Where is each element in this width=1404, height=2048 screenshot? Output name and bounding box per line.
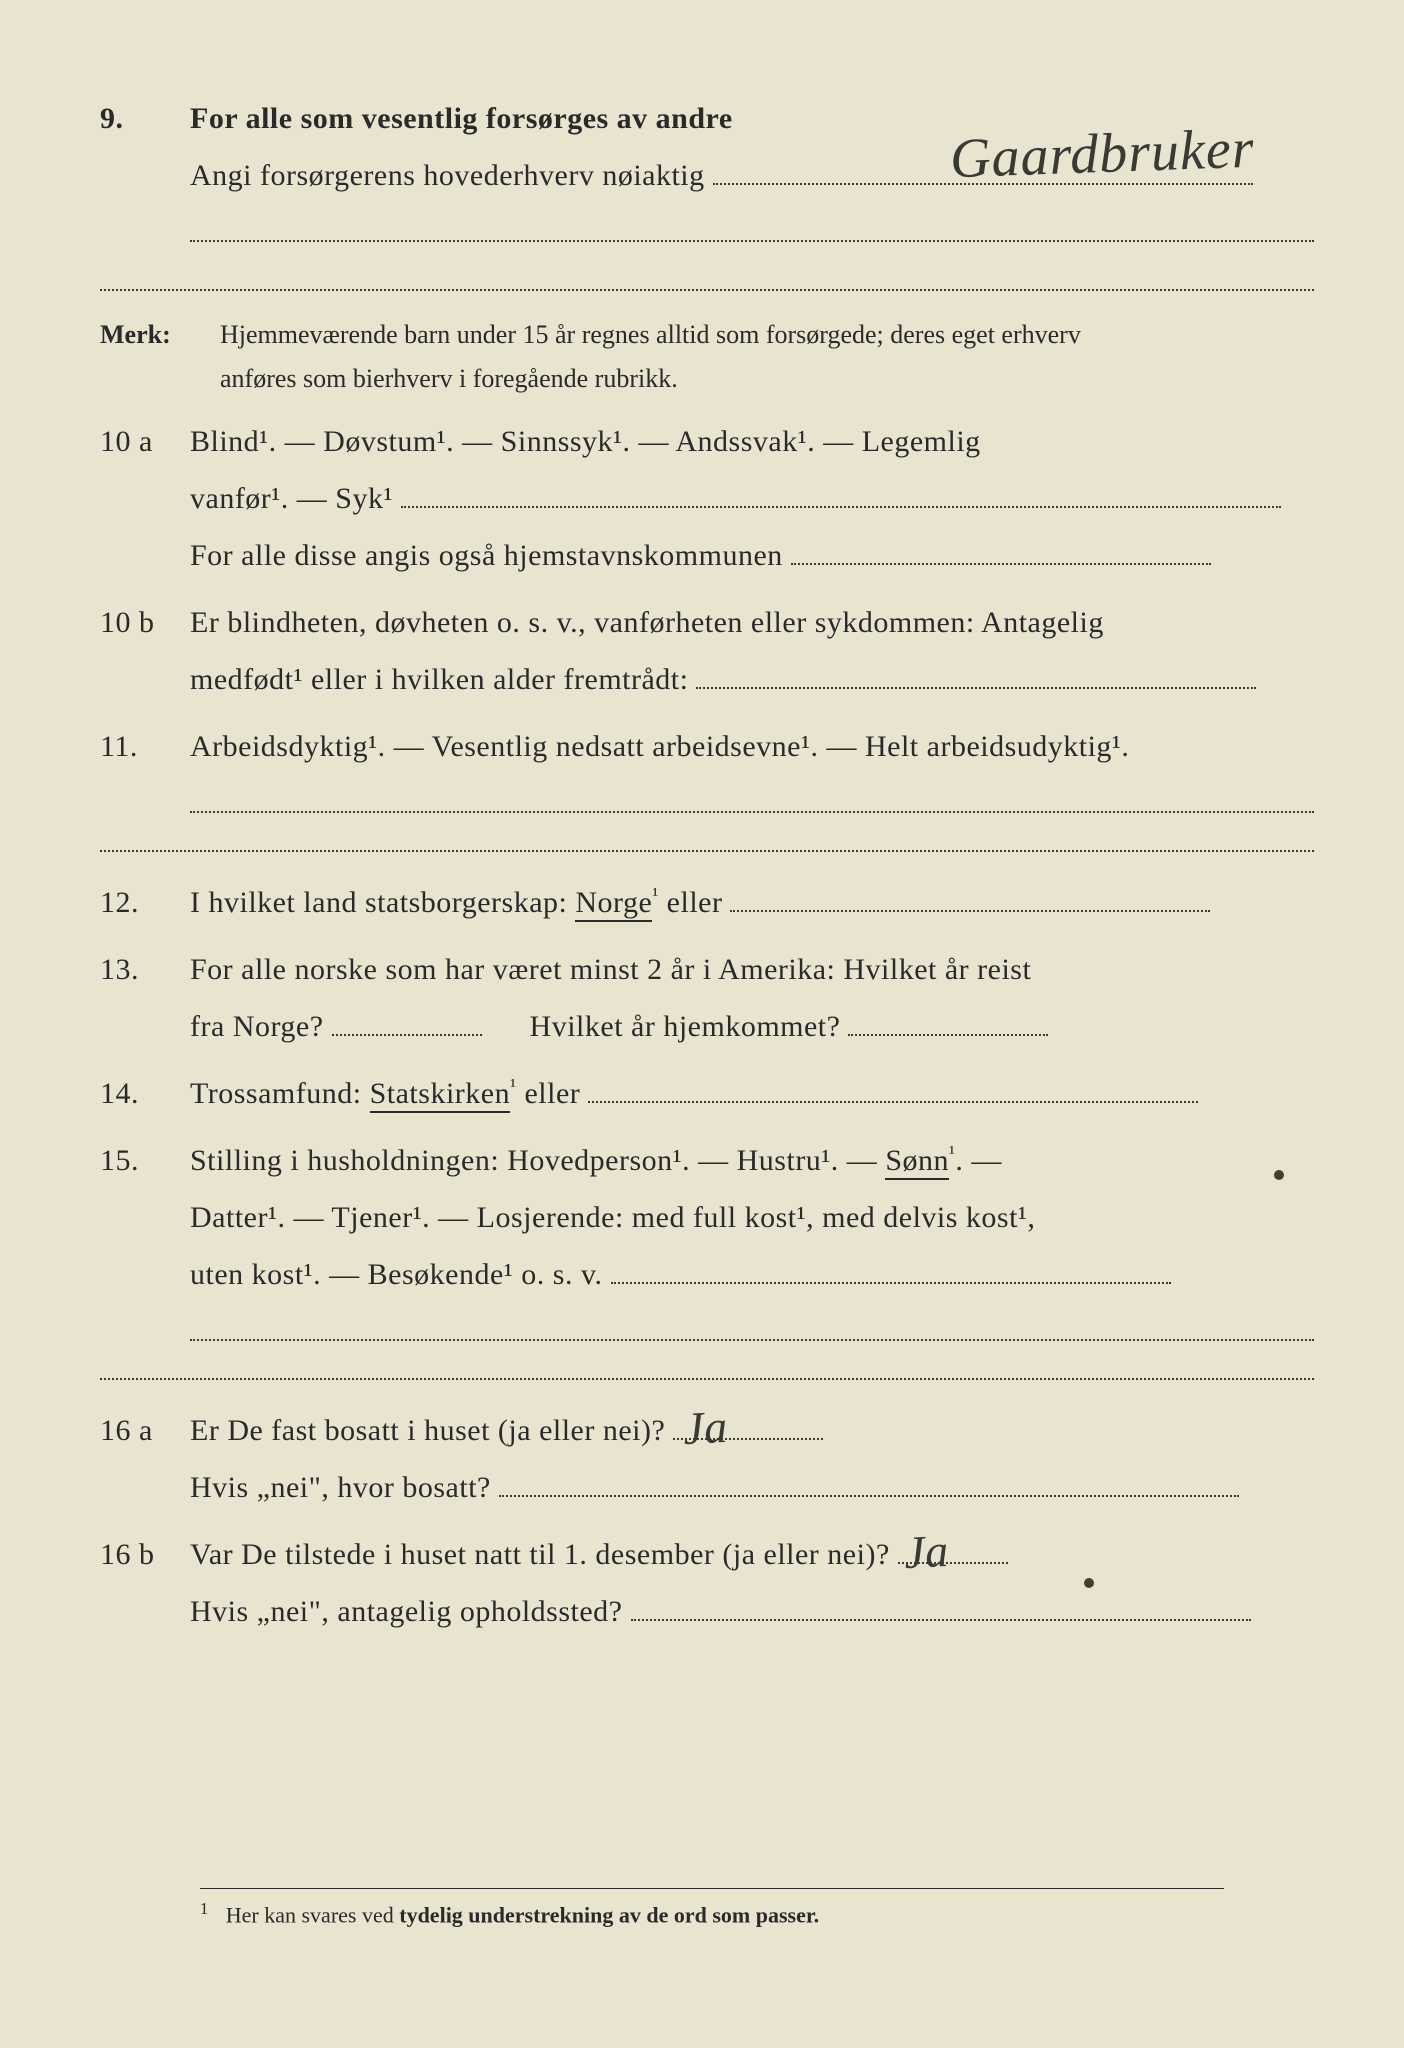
q16a-text: Er De fast bosatt i huset (ja eller nei)… <box>190 1414 665 1447</box>
q9-line2: Angi forsørgerens hovederhverv nøiaktig … <box>100 147 1314 204</box>
q9-text2: Angi forsørgerens hovederhverv nøiaktig <box>190 159 705 192</box>
q10a-text2: vanfør¹. — Syk¹ <box>190 482 393 515</box>
q16a-handwritten: Ja <box>681 1383 730 1473</box>
q15-line4 <box>100 1303 1314 1360</box>
q16b-number: 16 b <box>100 1526 190 1583</box>
q16a-number: 16 a <box>100 1402 190 1459</box>
q15-sonn: Sønn <box>885 1144 949 1180</box>
q15-text-a: Stilling i husholdningen: Hovedperson¹. … <box>190 1144 885 1177</box>
q11-text: Arbeidsdyktig¹. — Vesentlig nedsatt arbe… <box>190 718 1314 775</box>
q15-text3: uten kost¹. — Besøkende¹ o. s. v. <box>190 1258 603 1291</box>
q13-line2: fra Norge? Hvilket år hjemkommet? <box>100 998 1314 1055</box>
footnote-text-a: Her kan svares ved <box>226 1902 400 1927</box>
q9-handwritten: Gaardbruker <box>948 96 1256 213</box>
q10a-line3: For alle disse angis også hjemstavnskomm… <box>100 527 1314 584</box>
q9-number: 9. <box>100 90 190 147</box>
q12-text-c: eller <box>667 886 723 919</box>
q11-line2 <box>100 775 1314 832</box>
q16b-line1: 16 b Var De tilstede i huset natt til 1.… <box>100 1526 1314 1583</box>
q10b-text: Er blindheten, døvheten o. s. v., vanfør… <box>190 594 1314 651</box>
q12-number: 12. <box>100 874 190 931</box>
q10a-line2: vanfør¹. — Syk¹ <box>100 470 1314 527</box>
footnote: 1 Her kan svares ved tydelig understrekn… <box>200 1888 1224 1928</box>
q9-line3 <box>100 204 1314 261</box>
q15-line3: uten kost¹. — Besøkende¹ o. s. v. <box>100 1246 1314 1303</box>
census-form-page: 9. For alle som vesentlig forsørges av a… <box>100 90 1314 2008</box>
q14-text-a: Trossamfund: <box>190 1077 370 1110</box>
q14-statskirken: Statskirken <box>370 1077 511 1113</box>
q10b-number: 10 b <box>100 594 190 651</box>
q10b-line1: 10 b Er blindheten, døvheten o. s. v., v… <box>100 594 1314 651</box>
q16b-text2: Hvis „nei", antagelig opholdssted? <box>190 1595 623 1628</box>
q13-text: For alle norske som har været minst 2 år… <box>190 941 1314 998</box>
divider-3 <box>100 1378 1314 1380</box>
ink-spot <box>1274 1170 1284 1180</box>
q16b-text: Var De tilstede i huset natt til 1. dese… <box>190 1538 890 1571</box>
q13-text2b: Hvilket år hjemkommet? <box>530 1010 841 1043</box>
q16a-line1: 16 a Er De fast bosatt i huset (ja eller… <box>100 1402 1314 1459</box>
q14-number: 14. <box>100 1065 190 1122</box>
q15-number: 15. <box>100 1132 190 1189</box>
q13-number: 13. <box>100 941 190 998</box>
q14-line1: 14. Trossamfund: Statskirken¹ eller <box>100 1065 1314 1122</box>
q10a-number: 10 a <box>100 413 190 470</box>
q15-line1: 15. Stilling i husholdningen: Hovedperso… <box>100 1132 1314 1189</box>
q14-text-c: eller <box>524 1077 580 1110</box>
q10b-text2: medfødt¹ eller i hvilken alder fremtrådt… <box>190 663 688 696</box>
q16b-handwritten: Ja <box>902 1507 951 1597</box>
q10a-line1: 10 a Blind¹. — Døvstum¹. — Sinnssyk¹. — … <box>100 413 1314 470</box>
q12-text-a: I hvilket land statsborgerskap: <box>190 886 575 919</box>
footnote-text-b: tydelig understrekning av de ord som pas… <box>399 1902 819 1927</box>
q16b-line2: Hvis „nei", antagelig opholdssted? <box>100 1583 1314 1640</box>
q16a-text2: Hvis „nei", hvor bosatt? <box>190 1471 491 1504</box>
divider-2 <box>100 850 1314 852</box>
q12-line1: 12. I hvilket land statsborgerskap: Norg… <box>100 874 1314 931</box>
merk-label: Merk: <box>100 313 220 357</box>
q13-line1: 13. For alle norske som har været minst … <box>100 941 1314 998</box>
merk-text: Hjemmeværende barn under 15 år regnes al… <box>220 313 1314 401</box>
q15-text2: Datter¹. — Tjener¹. — Losjerende: med fu… <box>190 1189 1314 1246</box>
q13-text2a: fra Norge? <box>190 1010 324 1043</box>
q10b-line2: medfødt¹ eller i hvilken alder fremtrådt… <box>100 651 1314 708</box>
q11-number: 11. <box>100 718 190 775</box>
q9-fill2 <box>190 212 1314 242</box>
q10a-text: Blind¹. — Døvstum¹. — Sinnssyk¹. — Andss… <box>190 413 1314 470</box>
q10a-text3: For alle disse angis også hjemstavnskomm… <box>190 539 783 572</box>
divider-1 <box>100 289 1314 291</box>
q11-line1: 11. Arbeidsdyktig¹. — Vesentlig nedsatt … <box>100 718 1314 775</box>
ink-spot-2 <box>1084 1578 1094 1588</box>
merk-row: Merk: Hjemmeværende barn under 15 år reg… <box>100 313 1314 401</box>
footnote-num: 1 <box>200 1899 208 1918</box>
q15-line2: Datter¹. — Tjener¹. — Losjerende: med fu… <box>100 1189 1314 1246</box>
q12-norge: Norge <box>575 886 652 922</box>
